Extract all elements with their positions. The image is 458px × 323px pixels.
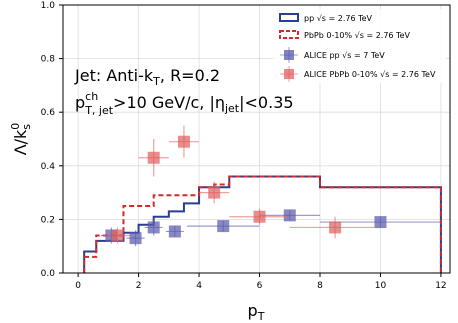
x-tick-label: 6 bbox=[257, 281, 263, 291]
y-tick-label: 1.0 bbox=[41, 1, 56, 11]
x-tick-label: 0 bbox=[75, 281, 81, 291]
x-tick-label: 2 bbox=[136, 281, 142, 291]
data-point-2-5 bbox=[259, 209, 320, 222]
y-axis-label: Λ/k0s bbox=[9, 123, 33, 156]
x-tick-label: 10 bbox=[375, 281, 387, 291]
legend-swatch-pp-2-76 bbox=[279, 13, 299, 22]
x-tick-label: 4 bbox=[196, 281, 202, 291]
x-axis-label: pT bbox=[248, 301, 265, 323]
point-marker bbox=[208, 186, 221, 199]
plot-frame bbox=[62, 4, 451, 274]
y-tick-label: 0.0 bbox=[41, 269, 56, 279]
point-marker bbox=[217, 220, 230, 233]
legend: pp √s = 2.76 TeV PbPb 0-10% √s = 2.76 Te… bbox=[273, 9, 446, 83]
y-tick-label: 0.8 bbox=[41, 55, 56, 65]
x-tick-label: 12 bbox=[435, 281, 446, 291]
annotation-line-2: pch T, jet>10 GeV/c, |ηjet|<0.35 bbox=[75, 90, 294, 117]
data-point-2-1 bbox=[126, 230, 145, 247]
data-point-3-0 bbox=[102, 227, 133, 244]
data-point-2-4 bbox=[186, 220, 260, 233]
point-marker bbox=[147, 221, 160, 234]
legend-label-pp-2-76: pp √s = 2.76 TeV bbox=[304, 14, 373, 23]
point-marker bbox=[329, 221, 342, 234]
data-point-3-3 bbox=[199, 181, 230, 204]
data-point-3-4 bbox=[229, 208, 290, 225]
point-marker bbox=[283, 209, 296, 222]
point-marker bbox=[177, 135, 190, 148]
y-tick-label: 0.6 bbox=[41, 108, 56, 118]
x-tick-label: 8 bbox=[317, 281, 323, 291]
point-marker bbox=[111, 229, 124, 242]
annotation-line-1: Jet: Anti-kT, R=0.2 bbox=[74, 66, 220, 88]
point-marker bbox=[374, 216, 387, 229]
point-marker bbox=[147, 151, 160, 164]
data-point-2-3 bbox=[165, 225, 184, 238]
data-point-3-5 bbox=[289, 216, 381, 239]
point-marker bbox=[129, 232, 142, 245]
legend-box bbox=[273, 9, 446, 83]
ticks: 0 2 4 6 8 10 12 0.0 0.2 0.4 0.6 0.8 1.0 bbox=[41, 1, 447, 291]
y-tick-label: 0.4 bbox=[41, 162, 56, 172]
data-point-2-2 bbox=[144, 219, 163, 236]
legend-label-alice-pbpb: ALICE PbPb 0-10% √s = 2.76 TeV bbox=[304, 70, 436, 79]
data-point-3-1 bbox=[138, 139, 169, 177]
series-line-1 bbox=[83, 175, 442, 273]
legend-marker-alice-pp-7 bbox=[280, 47, 298, 63]
y-tick-label: 0.2 bbox=[41, 215, 55, 225]
point-marker bbox=[253, 210, 266, 223]
series-layer bbox=[83, 125, 442, 273]
legend-label-alice-pp-7: ALICE pp √s = 7 TeV bbox=[304, 51, 385, 60]
point-marker bbox=[168, 225, 181, 238]
legend-label-pbpb-2-76: PbPb 0-10% √s = 2.76 TeV bbox=[304, 31, 411, 40]
data-point-3-2 bbox=[168, 125, 200, 158]
legend-marker-alice-pbpb bbox=[280, 66, 298, 82]
legend-swatch-pbpb-2-76 bbox=[279, 30, 299, 39]
